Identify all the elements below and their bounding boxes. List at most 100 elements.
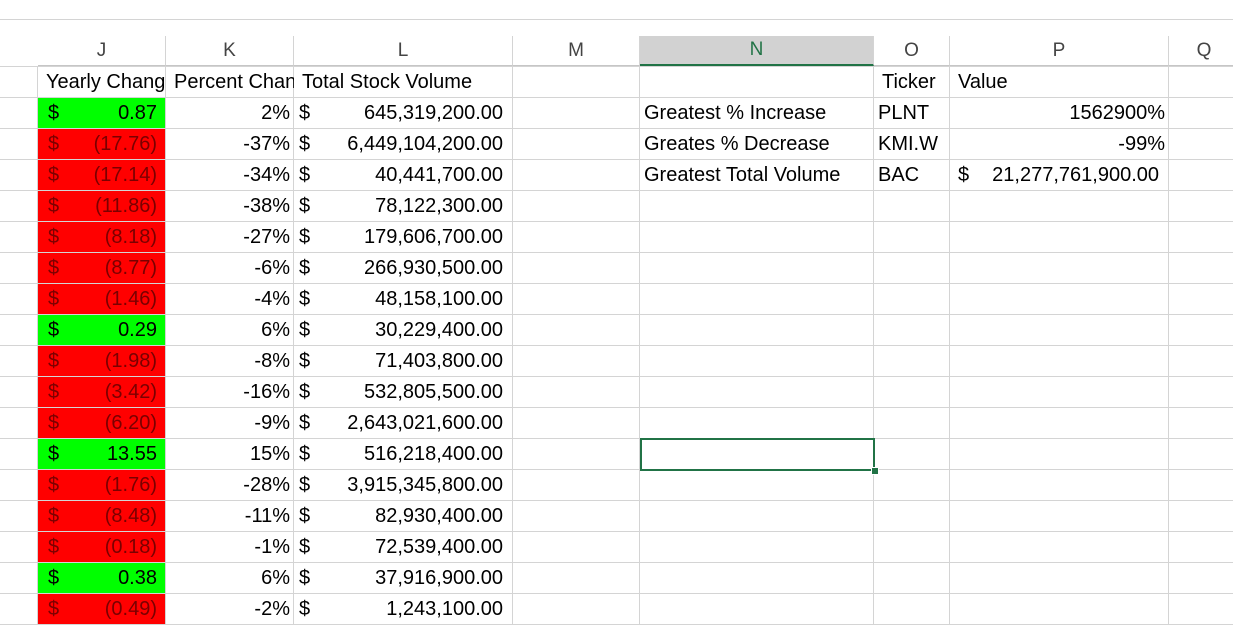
column-header-j[interactable]: J — [38, 36, 166, 66]
percent-change-cell[interactable]: 6% — [261, 567, 290, 589]
percent-change-cell[interactable]: -6% — [254, 257, 290, 279]
summary-value[interactable]: $21,277,761,900.00 — [950, 160, 1169, 190]
currency-symbol: $ — [48, 195, 60, 217]
yearly-change-cell[interactable]: $ (11.86) — [38, 191, 165, 221]
percent-change-cell[interactable]: -9% — [254, 412, 290, 434]
row-gridline — [0, 97, 1233, 98]
total-volume-value: 645,319,200.00 — [363, 102, 503, 124]
column-header-o[interactable]: O — [874, 36, 950, 66]
column-header-k[interactable]: K — [166, 36, 294, 66]
fill-handle[interactable] — [871, 467, 879, 475]
column-gridline — [293, 66, 294, 625]
active-cell-selection[interactable] — [640, 438, 875, 471]
total-volume-cell[interactable]: $48,158,100.00 — [294, 284, 513, 314]
currency-symbol: $ — [48, 598, 60, 620]
percent-change-cell[interactable]: -34% — [243, 164, 290, 186]
total-volume-cell[interactable]: $6,449,104,200.00 — [294, 129, 513, 159]
yearly-change-cell[interactable]: $ (1.76) — [38, 470, 165, 500]
total-volume-cell[interactable]: $3,915,345,800.00 — [294, 470, 513, 500]
yearly-change-cell[interactable]: $ (1.46) — [38, 284, 165, 314]
total-volume-cell[interactable]: $645,319,200.00 — [294, 98, 513, 128]
yearly-change-cell[interactable]: $ (8.77) — [38, 253, 165, 283]
row-gridline — [0, 252, 1233, 253]
summary-value[interactable]: 1562900% — [950, 98, 1169, 128]
row-gridline — [0, 128, 1233, 129]
currency-symbol: $ — [299, 505, 311, 527]
total-volume-value: 78,122,300.00 — [375, 195, 503, 217]
header-percent-change[interactable]: Percent Change — [174, 71, 294, 93]
total-volume-cell[interactable]: $82,930,400.00 — [294, 501, 513, 531]
yearly-change-cell[interactable]: $ (8.18) — [38, 222, 165, 252]
percent-change-cell[interactable]: -8% — [254, 350, 290, 372]
percent-change-cell[interactable]: 6% — [261, 319, 290, 341]
yearly-change-cell[interactable]: $ (17.76) — [38, 129, 165, 159]
summary-ticker[interactable]: KMI.W — [878, 133, 938, 155]
row-gridline — [0, 438, 1233, 439]
percent-change-cell[interactable]: -16% — [243, 381, 290, 403]
yearly-change-cell[interactable]: $ (3.42) — [38, 377, 165, 407]
column-header-n[interactable]: N — [640, 36, 874, 66]
percent-change-cell[interactable]: -27% — [243, 226, 290, 248]
yearly-change-cell[interactable]: $ (6.20) — [38, 408, 165, 438]
yearly-change-cell[interactable]: $0.38 — [38, 563, 165, 593]
percent-change-cell[interactable]: -37% — [243, 133, 290, 155]
yearly-change-cell[interactable]: $ (8.48) — [38, 501, 165, 531]
total-volume-cell[interactable]: $179,606,700.00 — [294, 222, 513, 252]
percent-change-cell[interactable]: -2% — [254, 598, 290, 620]
summary-label[interactable]: Greates % Decrease — [644, 133, 830, 155]
percent-change-cell[interactable]: -11% — [244, 505, 290, 527]
total-volume-cell[interactable]: $266,930,500.00 — [294, 253, 513, 283]
column-header-p[interactable]: P — [950, 36, 1169, 66]
percent-change-cell[interactable]: -28% — [243, 474, 290, 496]
summary-value-number: 21,277,761,900.00 — [992, 164, 1159, 186]
summary-value[interactable]: -99% — [950, 129, 1169, 159]
percent-change-cell[interactable]: -1% — [254, 536, 290, 558]
total-volume-cell[interactable]: $72,539,400.00 — [294, 532, 513, 562]
header-ticker[interactable]: Ticker — [882, 71, 936, 93]
currency-symbol: $ — [299, 443, 311, 465]
yearly-change-value: (1.98) — [104, 350, 157, 372]
yearly-change-value: (17.14) — [93, 164, 157, 186]
header-yearly-change[interactable]: Yearly Change — [46, 71, 166, 93]
summary-ticker[interactable]: PLNT — [878, 102, 930, 124]
yearly-change-value: (1.76) — [104, 474, 157, 496]
currency-symbol: $ — [299, 102, 311, 124]
yearly-change-cell[interactable]: $0.29 — [38, 315, 165, 345]
summary-ticker[interactable]: BAC — [878, 164, 920, 186]
yearly-change-value: 0.38 — [118, 567, 157, 589]
total-volume-cell[interactable]: $516,218,400.00 — [294, 439, 513, 469]
percent-change-cell[interactable]: 15% — [249, 443, 290, 465]
total-volume-cell[interactable]: $71,403,800.00 — [294, 346, 513, 376]
yearly-change-cell[interactable]: $0.87 — [38, 98, 165, 128]
yearly-change-cell[interactable]: $ (0.49) — [38, 594, 165, 624]
yearly-change-value: (3.42) — [104, 381, 157, 403]
percent-change-cell[interactable]: -4% — [254, 288, 290, 310]
yearly-change-cell[interactable]: $ (17.14) — [38, 160, 165, 190]
column-header-q[interactable]: Q — [1169, 36, 1233, 66]
yearly-change-cell[interactable]: $13.55 — [38, 439, 165, 469]
total-volume-cell[interactable]: $2,643,021,600.00 — [294, 408, 513, 438]
currency-symbol: $ — [48, 567, 60, 589]
currency-symbol: $ — [48, 412, 60, 434]
summary-label[interactable]: Greatest % Increase — [644, 102, 827, 124]
row-gridline — [0, 593, 1233, 594]
yearly-change-cell[interactable]: $ (1.98) — [38, 346, 165, 376]
column-header-l[interactable]: L — [294, 36, 513, 66]
percent-change-cell[interactable]: -38% — [243, 195, 290, 217]
column-gridline — [165, 66, 166, 625]
total-volume-cell[interactable]: $78,122,300.00 — [294, 191, 513, 221]
total-volume-cell[interactable]: $40,441,700.00 — [294, 160, 513, 190]
total-volume-cell[interactable]: $30,229,400.00 — [294, 315, 513, 345]
currency-symbol: $ — [48, 226, 60, 248]
yearly-change-cell[interactable]: $ (0.18) — [38, 532, 165, 562]
header-value[interactable]: Value — [958, 71, 1008, 93]
total-volume-cell[interactable]: $1,243,100.00 — [294, 594, 513, 624]
yearly-change-value: (1.46) — [104, 288, 157, 310]
total-volume-cell[interactable]: $532,805,500.00 — [294, 377, 513, 407]
percent-change-cell[interactable]: 2% — [261, 102, 290, 124]
header-total-stock-volume[interactable]: Total Stock Volume — [302, 71, 473, 93]
summary-label[interactable]: Greatest Total Volume — [644, 164, 841, 186]
column-header-m[interactable]: M — [513, 36, 640, 66]
total-volume-cell[interactable]: $37,916,900.00 — [294, 563, 513, 593]
